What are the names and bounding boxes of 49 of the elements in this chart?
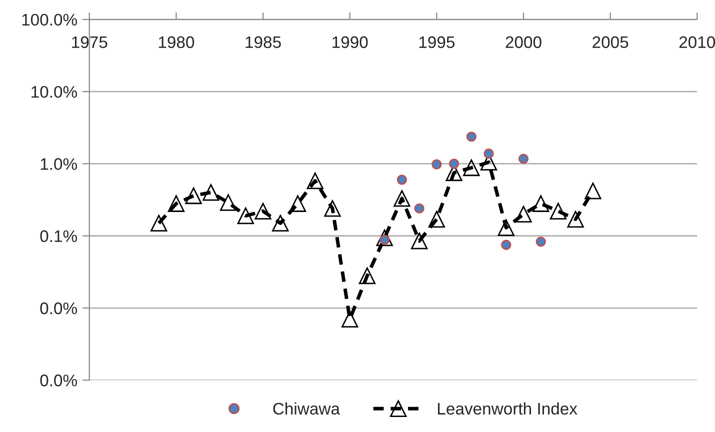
x-tick-label: 2000 xyxy=(506,36,542,48)
point xyxy=(272,214,289,232)
point xyxy=(289,195,306,212)
point xyxy=(463,159,480,176)
point xyxy=(410,232,428,250)
point xyxy=(414,203,424,214)
x-tick-label: 1990 xyxy=(332,36,368,48)
point xyxy=(498,219,514,236)
point xyxy=(342,310,358,328)
point xyxy=(396,174,408,185)
x-tick-label: 1975 xyxy=(72,36,108,48)
point xyxy=(501,240,512,250)
point xyxy=(515,206,532,222)
point xyxy=(532,195,550,212)
point xyxy=(237,207,254,224)
point xyxy=(185,187,202,204)
point xyxy=(202,184,220,201)
y-tick-label: 0.1% xyxy=(40,230,77,242)
point xyxy=(376,229,393,246)
point xyxy=(584,182,602,200)
point xyxy=(518,154,529,164)
point xyxy=(306,172,324,190)
x-tick-label: 1995 xyxy=(419,36,454,48)
y-tick-label: 10.0% xyxy=(32,86,77,98)
legend-label: Chiwawa xyxy=(273,402,340,415)
x-tick-label: 2010 xyxy=(679,36,715,48)
x-tick-label: 2005 xyxy=(592,36,628,48)
point xyxy=(394,190,410,207)
point xyxy=(168,195,185,212)
point xyxy=(150,214,168,232)
y-tick-label: 0.0% xyxy=(40,374,77,386)
y-tick-label: 0.0% xyxy=(40,302,77,314)
point xyxy=(432,159,442,170)
point xyxy=(220,194,237,211)
y-tick-label: 100.0% xyxy=(22,14,77,26)
point xyxy=(358,267,376,284)
point xyxy=(448,158,460,169)
point xyxy=(254,202,272,220)
x-tick-label: 1985 xyxy=(246,36,281,48)
point xyxy=(484,148,494,159)
legend-label: Leavenworth Index xyxy=(438,402,578,415)
point xyxy=(324,200,341,217)
point xyxy=(567,210,584,228)
point xyxy=(428,210,445,228)
point xyxy=(536,236,546,247)
point xyxy=(550,202,567,220)
x-tick-label: 1980 xyxy=(158,36,194,48)
y-tick-label: 1.0% xyxy=(40,158,77,170)
point xyxy=(466,132,476,142)
